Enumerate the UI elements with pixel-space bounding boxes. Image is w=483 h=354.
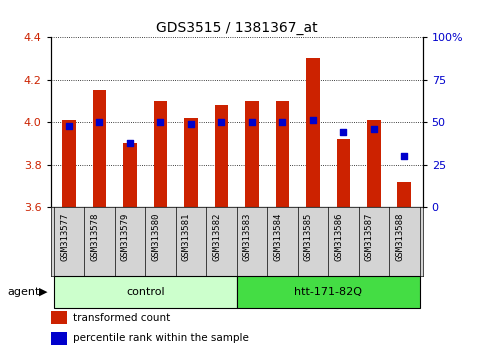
Point [187, 121, 195, 127]
Text: GSM313578: GSM313578 [90, 213, 99, 261]
Text: GSM313586: GSM313586 [334, 213, 343, 261]
Text: agent: agent [7, 287, 40, 297]
Point [400, 153, 408, 159]
Text: GSM313581: GSM313581 [182, 213, 191, 261]
Bar [184, 118, 198, 207]
Bar [306, 58, 320, 207]
Point [156, 119, 164, 125]
Point [217, 119, 225, 125]
Bar [51, 311, 68, 324]
Bar [237, 276, 420, 308]
Bar [154, 101, 167, 207]
Bar [214, 105, 228, 207]
Point [126, 140, 134, 145]
Text: GSM313585: GSM313585 [304, 213, 313, 261]
Text: control: control [126, 287, 165, 297]
Text: GSM313582: GSM313582 [213, 213, 221, 261]
Bar [123, 143, 137, 207]
Bar [93, 90, 106, 207]
Text: htt-171-82Q: htt-171-82Q [294, 287, 362, 297]
Text: GSM313583: GSM313583 [243, 213, 252, 261]
Text: GSM313579: GSM313579 [121, 213, 130, 261]
Bar [54, 276, 237, 308]
Bar [275, 101, 289, 207]
Text: percentile rank within the sample: percentile rank within the sample [73, 333, 249, 343]
Point [248, 119, 256, 125]
Bar [51, 332, 68, 345]
Text: transformed count: transformed count [73, 313, 170, 322]
Bar [245, 101, 259, 207]
Bar [398, 182, 411, 207]
Text: GSM313577: GSM313577 [60, 213, 69, 261]
Title: GDS3515 / 1381367_at: GDS3515 / 1381367_at [156, 21, 317, 35]
Text: GSM313588: GSM313588 [395, 213, 404, 261]
Text: GSM313584: GSM313584 [273, 213, 283, 261]
Point [309, 118, 317, 123]
Bar [367, 120, 381, 207]
Point [340, 130, 347, 135]
Text: GSM313587: GSM313587 [365, 213, 374, 261]
Bar [62, 120, 76, 207]
Point [65, 123, 73, 129]
Bar [337, 139, 350, 207]
Point [370, 126, 378, 132]
Point [96, 119, 103, 125]
Point [279, 119, 286, 125]
Text: ▶: ▶ [39, 287, 47, 297]
Text: GSM313580: GSM313580 [152, 213, 160, 261]
